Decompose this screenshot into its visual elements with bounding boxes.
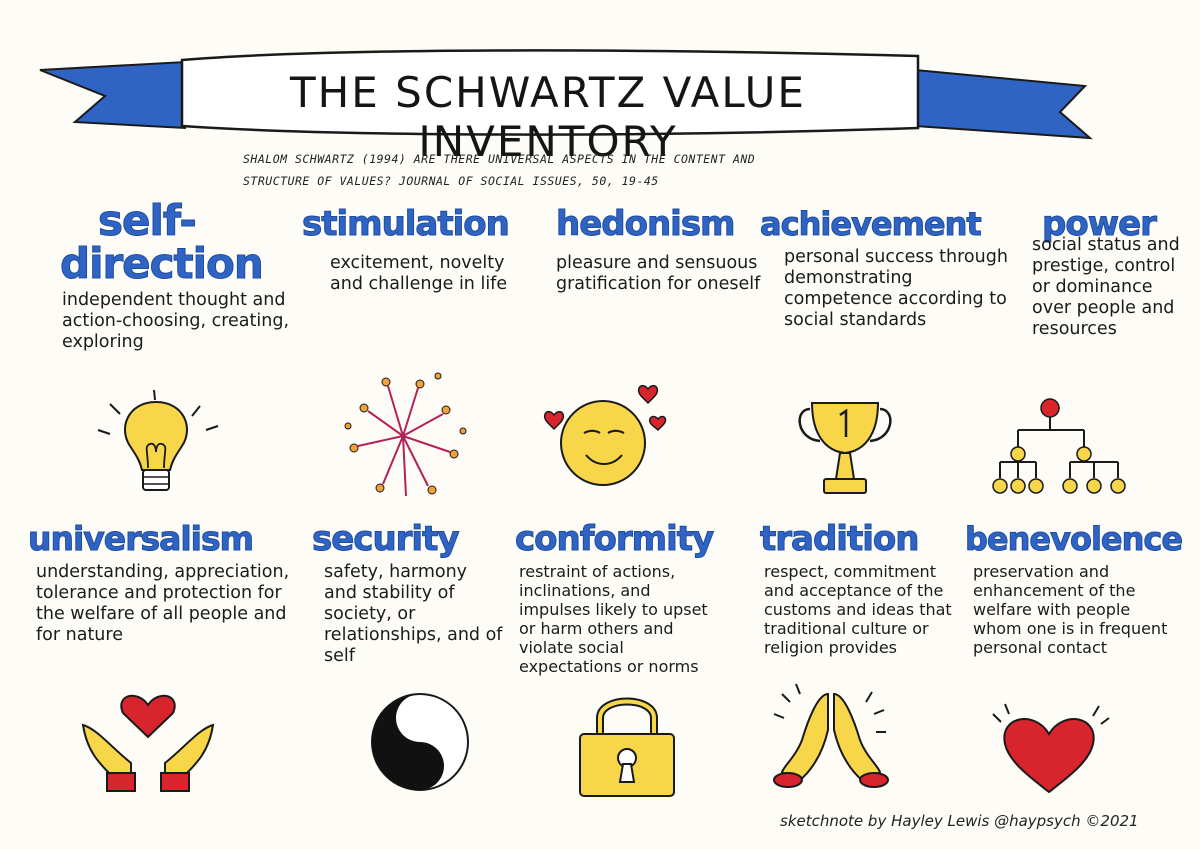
value-description: excitement, novelty and challenge in lif…	[330, 253, 508, 294]
hierarchy-icon	[992, 398, 1126, 494]
value-universalism: universalism understanding, appreciation…	[28, 519, 308, 646]
value-self-direction: self- direction independent thought and …	[60, 196, 305, 353]
value-power: power social status and prestige, contro…	[1030, 205, 1198, 340]
value-description: pleasure and sensuous gratification for …	[556, 253, 761, 294]
value-description: understanding, appreciation, tolerance a…	[36, 562, 290, 645]
value-description: safety, harmony and stability of society…	[324, 562, 503, 666]
title-banner	[180, 49, 920, 136]
value-description: preservation and enhancement of the welf…	[973, 562, 1168, 657]
value-name: direction	[60, 239, 265, 288]
value-conformity: conformity restraint of actions, inclina…	[515, 519, 740, 677]
yin-yang-icon	[371, 693, 469, 791]
value-name: tradition	[760, 519, 920, 559]
value-security: security safety, harmony and stability o…	[312, 520, 512, 667]
lightbulb-icon	[97, 390, 219, 491]
value-name: self-	[98, 196, 198, 245]
value-name: stimulation	[302, 204, 511, 244]
value-description: social status and prestige, control or d…	[1032, 235, 1180, 339]
ribbon-tail-left	[39, 60, 186, 130]
value-name: benevolence	[965, 520, 1184, 559]
value-achievement: achievement personal success through dem…	[760, 205, 1020, 331]
hands-heart-icon	[81, 694, 215, 792]
trophy-icon	[798, 402, 892, 494]
value-hedonism: hedonism pleasure and sensuous gratifica…	[556, 205, 766, 295]
value-benevolence: benevolence preservation and enhancement…	[965, 520, 1197, 658]
value-name: achievement	[760, 205, 983, 244]
value-name: conformity	[515, 519, 715, 559]
citation-line-1: SHALOM SCHWARTZ (1994) ARE THERE UNIVERS…	[243, 152, 756, 166]
citation: SHALOM SCHWARTZ (1994) ARE THERE UNIVERS…	[243, 148, 923, 192]
value-description: personal success through demonstrating c…	[784, 247, 1008, 330]
value-description: respect, commitment and acceptance of th…	[764, 562, 952, 657]
value-name: power	[1042, 204, 1158, 244]
value-name: universalism	[28, 519, 255, 558]
page-title: THE SCHWARTZ VALUE INVENTORY	[290, 68, 806, 166]
ribbon-tail-right	[914, 68, 1093, 140]
praying-hands-icon	[773, 683, 889, 788]
padlock-icon	[579, 697, 675, 797]
value-description: independent thought and action-choosing,…	[62, 290, 290, 352]
value-stimulation: stimulation excitement, novelty and chal…	[302, 205, 542, 295]
smiley-hearts-icon	[543, 385, 667, 486]
value-name: hedonism	[556, 204, 737, 244]
credit-line: sketchnote by Hayley Lewis @haypsych ©20…	[780, 812, 1139, 830]
value-name: security	[312, 519, 461, 559]
value-description: restraint of actions, inclinations, and …	[519, 562, 708, 676]
value-tradition: tradition respect, commitment and accept…	[760, 519, 965, 658]
fireworks-icon	[344, 372, 467, 497]
heart-icon	[992, 703, 1110, 794]
citation-line-2: STRUCTURE OF VALUES? JOURNAL OF SOCIAL I…	[243, 174, 659, 188]
